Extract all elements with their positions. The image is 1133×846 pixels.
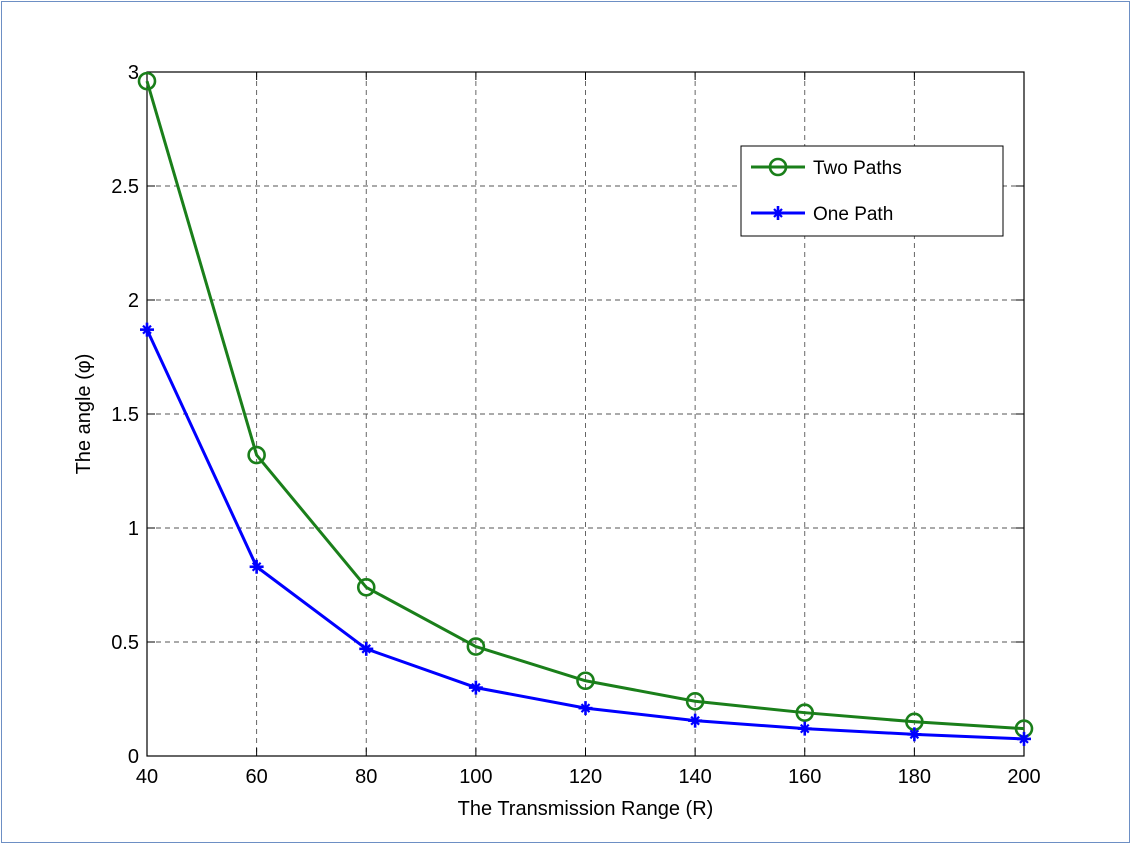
series-1 [140, 322, 1031, 746]
y-tick-label: 0 [128, 746, 139, 768]
data-point [247, 445, 266, 465]
y-tick-label: 1 [128, 518, 139, 540]
x-tick-label: 200 [1007, 766, 1040, 788]
legend: Two Paths One Path [740, 145, 1004, 237]
data-point [688, 713, 703, 728]
x-tick-label: 100 [459, 766, 492, 788]
legend-label: One Path [813, 204, 893, 225]
y-tick-label: 3 [128, 62, 139, 84]
legend-marker [771, 206, 785, 220]
marker-stroke [251, 561, 262, 572]
marker-stroke [361, 644, 372, 654]
legend-entries: Two Paths One Path [751, 157, 902, 225]
x-tick-label: 120 [569, 766, 602, 788]
y-axis-label-suffix: ) [73, 354, 95, 361]
legend-entry-1: One Path [751, 204, 893, 225]
x-tick-label: 160 [788, 766, 821, 788]
data-point [249, 559, 264, 574]
series-line [145, 80, 1025, 731]
data-point [137, 71, 157, 91]
marker-stroke [799, 723, 810, 734]
y-tick-label: 0.5 [111, 632, 139, 654]
marker-stroke [471, 682, 481, 693]
y-axis-label: The angle (φ) [73, 354, 95, 475]
data-point [797, 721, 812, 736]
marker-stroke [580, 703, 591, 713]
x-axis-label: The Transmission Range (R) [458, 798, 714, 820]
data-point [1017, 731, 1031, 746]
y-tick-label: 2 [128, 290, 139, 312]
x-tick-label: 80 [355, 766, 377, 788]
series-layer [137, 71, 1034, 746]
x-tick-label: 60 [246, 766, 268, 788]
x-tick-label: 140 [678, 766, 711, 788]
marker-stroke [773, 208, 783, 218]
marker-stroke [909, 729, 920, 740]
data-point [140, 322, 154, 337]
legend-marker [768, 157, 788, 177]
x-tick-label: 40 [136, 766, 158, 788]
data-point [907, 727, 922, 742]
data-point [795, 703, 815, 722]
ticks: 40 60 80 100 120 140 160 180 200 0 0.5 1 1.5 2 2.5 3 [111, 62, 1041, 788]
data-point [466, 637, 486, 656]
data-point [576, 671, 595, 691]
marker-stroke [690, 715, 700, 726]
data-point [685, 691, 705, 711]
y-axis-label-prefix: The angle ( [73, 373, 95, 475]
y-tick-label: 1.5 [111, 404, 139, 426]
data-point [359, 641, 374, 656]
marker-stroke [1019, 734, 1029, 744]
y-axis-label-symbol: φ [73, 360, 95, 373]
series-0 [137, 71, 1034, 738]
x-tick-label: 180 [898, 766, 931, 788]
legend-entry-0: Two Paths [751, 157, 902, 179]
data-point [356, 577, 376, 597]
legend-label: Two Paths [813, 158, 902, 179]
y-tick-label: 2.5 [111, 176, 139, 198]
marker-stroke [142, 324, 152, 335]
data-point [468, 680, 483, 695]
data-point [578, 701, 593, 716]
